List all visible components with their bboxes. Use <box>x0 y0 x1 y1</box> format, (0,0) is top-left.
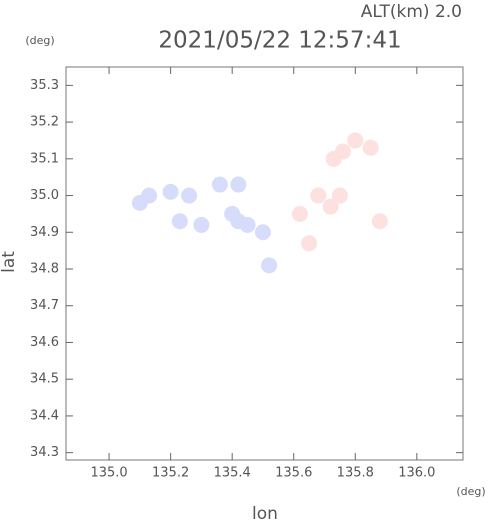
echo-point <box>211 176 228 193</box>
y-tick-label: 34.5 <box>30 372 59 387</box>
y-tick-label: 34.4 <box>30 408 59 423</box>
echo-point <box>193 216 210 233</box>
chart-title: 2021/05/22 12:57:41 <box>158 28 401 54</box>
echo-point <box>362 139 379 156</box>
echo-point <box>334 143 351 160</box>
echo-point <box>310 187 327 204</box>
echo-point <box>254 224 271 241</box>
x-unit: (deg) <box>456 485 485 498</box>
x-tick-label: 135.2 <box>152 466 189 481</box>
echo-point <box>261 257 278 274</box>
echo-point <box>162 183 179 200</box>
echo-point <box>371 213 388 230</box>
y-tick-label: 35.3 <box>30 78 59 93</box>
y-unit: (deg) <box>25 34 54 47</box>
x-tick-label: 135.4 <box>214 466 251 481</box>
y-tick-label: 35.1 <box>30 151 59 166</box>
echo-point <box>347 132 364 149</box>
echo-point <box>331 187 348 204</box>
echo-point <box>171 213 188 230</box>
altitude-label: ALT(km) 2.0 <box>361 2 462 22</box>
y-tick-label: 34.8 <box>30 262 59 277</box>
x-tick-label: 135.6 <box>275 466 312 481</box>
y-tick-label: 34.3 <box>30 445 59 460</box>
x-tick-label: 135.0 <box>90 466 127 481</box>
echo-point <box>181 187 198 204</box>
y-axis-label: lat <box>0 251 19 273</box>
echo-point <box>322 198 339 215</box>
y-tick-label: 35.2 <box>30 115 59 130</box>
echo-point <box>230 176 247 193</box>
y-tick-label: 34.6 <box>30 335 59 350</box>
y-tick-label: 34.7 <box>30 298 59 313</box>
echo-point <box>141 187 158 204</box>
x-axis-label: lon <box>252 504 278 521</box>
echo-point <box>291 205 308 222</box>
echo-point <box>301 235 318 252</box>
echo-point <box>239 216 256 233</box>
y-tick-label: 35.0 <box>30 188 59 203</box>
x-tick-label: 136.0 <box>398 466 435 481</box>
x-tick-label: 135.8 <box>337 466 374 481</box>
plot-frame <box>65 66 464 461</box>
y-tick-label: 34.9 <box>30 225 59 240</box>
